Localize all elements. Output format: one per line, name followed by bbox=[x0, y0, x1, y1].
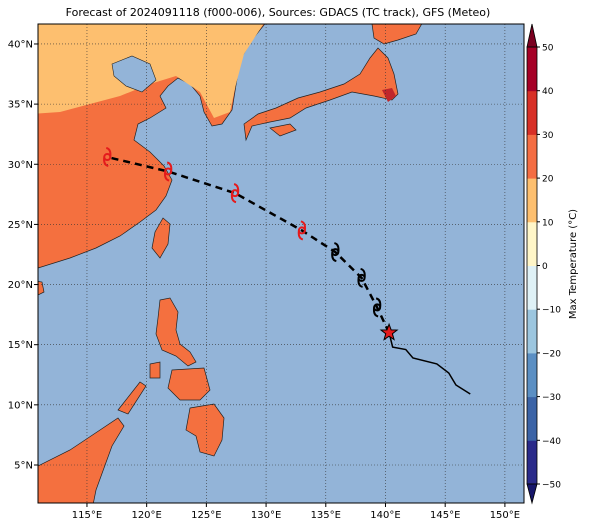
x-tick-label: 135°E bbox=[311, 510, 341, 521]
borneo bbox=[38, 417, 125, 503]
bohai bbox=[111, 55, 157, 93]
colorbar-band bbox=[527, 265, 537, 310]
colorbar-tick-label: −20 bbox=[542, 349, 561, 359]
colorbar-over bbox=[526, 23, 538, 48]
mindoro bbox=[149, 361, 161, 379]
x-tick-label: 145°E bbox=[430, 510, 460, 521]
map-frame bbox=[37, 23, 525, 504]
luzon bbox=[155, 297, 197, 367]
colorbar-tick-label: −30 bbox=[542, 393, 561, 403]
colorbar-under bbox=[526, 483, 538, 505]
y-tick-label: 40°N bbox=[8, 39, 33, 50]
colorbar-tick-label: −10 bbox=[542, 306, 561, 316]
colorbar-band bbox=[527, 134, 537, 179]
past-track bbox=[388, 332, 471, 395]
y-tick-label: 20°N bbox=[8, 280, 33, 291]
x-tick-label: 130°E bbox=[251, 510, 281, 521]
colorbar-band bbox=[527, 178, 537, 223]
colorbar-tick-label: −40 bbox=[542, 437, 561, 447]
palawan bbox=[117, 381, 147, 415]
colorbar-band bbox=[527, 396, 537, 441]
x-tick-label: 150°E bbox=[490, 510, 520, 521]
storm-symbol bbox=[357, 267, 366, 288]
x-tick-label: 120°E bbox=[131, 510, 161, 521]
colorbar-band bbox=[527, 47, 537, 92]
grid: 115°E 120°E 125°E 130°E 135°E 140°E 145°E 150°E… bbox=[8, 24, 524, 521]
colorbar: −50 −40 −30 −20 −10 0 10 20 30 40 50 bbox=[526, 23, 561, 505]
storm-symbol bbox=[297, 220, 307, 241]
y-tick-label: 30°N bbox=[8, 160, 33, 171]
storm-symbol bbox=[372, 297, 382, 318]
colorbar-label: Max Temperature (°C) bbox=[568, 209, 579, 319]
japan bbox=[243, 47, 399, 142]
shikoku bbox=[269, 123, 297, 137]
y-tick-label: 10°N bbox=[8, 400, 33, 411]
colorbar-tick-label: 40 bbox=[542, 87, 554, 97]
map-area bbox=[38, 24, 524, 503]
storm-symbol bbox=[103, 147, 112, 168]
x-tick-label: 115°E bbox=[72, 510, 102, 521]
colorbar-band bbox=[527, 309, 537, 354]
storm-symbol bbox=[230, 183, 240, 204]
taiwan bbox=[151, 217, 171, 259]
colorbar-tick-label: 20 bbox=[542, 175, 554, 185]
colorbar-tick-label: 50 bbox=[542, 44, 554, 54]
y-tick-label: 25°N bbox=[8, 220, 33, 231]
x-tick-label: 140°E bbox=[370, 510, 400, 521]
hokkaido bbox=[371, 24, 423, 45]
colorbar-band bbox=[527, 90, 537, 135]
colorbar-band bbox=[527, 440, 537, 485]
colorbar-tick-label: 30 bbox=[542, 131, 554, 141]
colorbar-band bbox=[527, 221, 537, 266]
colorbar-band bbox=[527, 352, 537, 398]
current-position bbox=[379, 322, 399, 341]
colorbar-tick-label: 0 bbox=[542, 262, 548, 272]
colorbar-tick-label: 10 bbox=[542, 218, 554, 228]
warm-patch bbox=[382, 88, 396, 102]
storm-symbol bbox=[331, 242, 340, 263]
y-tick-label: 35°N bbox=[8, 100, 33, 111]
x-tick-label: 125°E bbox=[191, 510, 221, 521]
track bbox=[103, 147, 471, 395]
y-tick-label: 15°N bbox=[8, 340, 33, 351]
storm-symbol bbox=[164, 161, 173, 182]
mindanao bbox=[185, 403, 225, 457]
y-tick-label: 5°N bbox=[14, 460, 33, 471]
title: Forecast of 2024091118 (f000-006), Sourc… bbox=[66, 6, 491, 19]
colorbar-tick-label: −50 bbox=[542, 481, 561, 491]
hainan bbox=[38, 280, 45, 296]
visayas bbox=[167, 367, 211, 401]
